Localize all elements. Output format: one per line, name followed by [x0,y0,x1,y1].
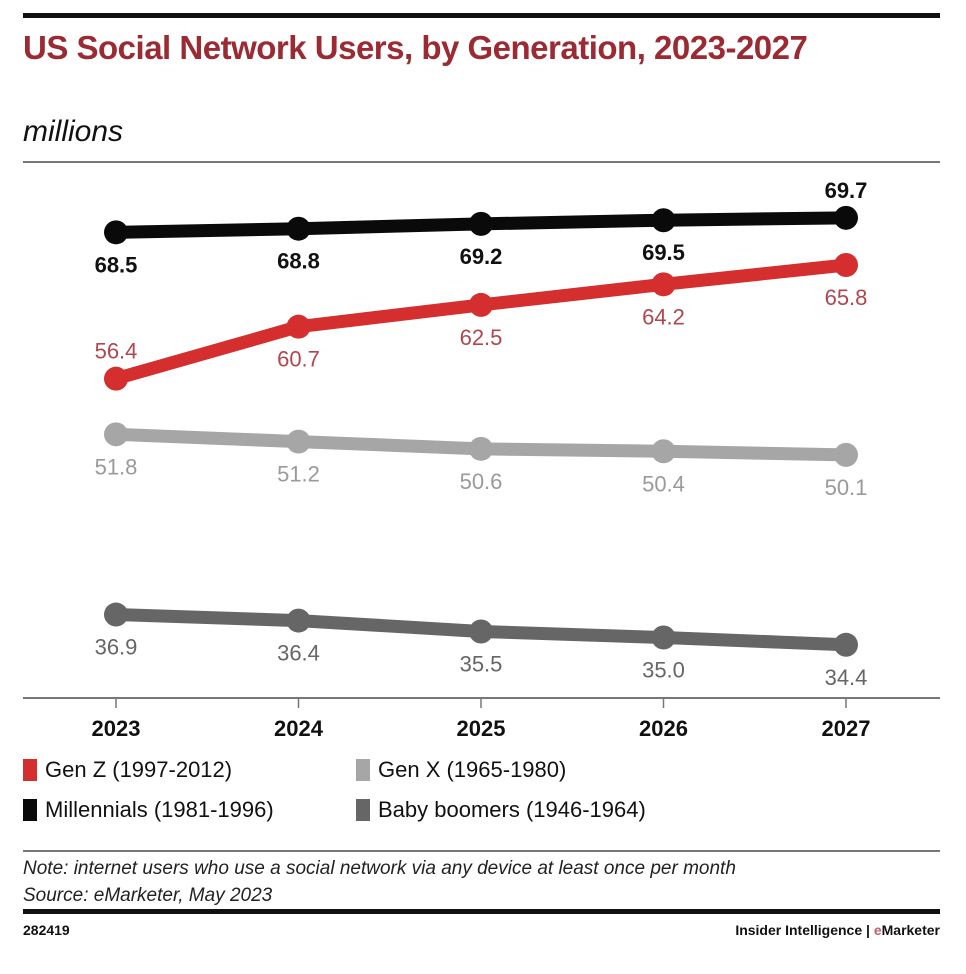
data-point-gen-x [651,439,676,464]
x-tick-label: 2023 [92,716,141,741]
data-label-gen-z: 60.7 [277,347,320,372]
data-point-millennials [651,208,676,233]
legend-item-gen-x: Gen X (1965-1980) [356,757,566,783]
legend-swatch-millennials [23,799,37,821]
data-label-millennials: 69.7 [825,178,868,203]
data-label-gen-z: 56.4 [95,339,138,364]
data-label-gen-x: 51.8 [95,454,138,479]
footnote: Note: internet users who use a social ne… [23,855,736,909]
data-label-millennials: 69.2 [460,244,503,269]
legend-item-millennials: Millennials (1981-1996) [23,797,274,823]
data-label-baby-boomers: 35.0 [642,658,685,683]
x-tick-label: 2025 [457,716,506,741]
legend-label-gen-x: Gen X (1965-1980) [378,757,567,782]
data-point-millennials [286,216,311,241]
note-text: Note: internet users who use a social ne… [23,858,736,879]
data-label-gen-x: 50.1 [825,475,868,500]
data-point-gen-z [286,314,311,339]
line-chart: 2023 2024 2025 2026 2027 56.4 60.7 62.5 64.2 65.8… [23,178,940,741]
x-tick-label: 2024 [274,716,324,741]
data-point-millennials [469,211,493,236]
data-label-millennials: 69.5 [642,240,685,265]
data-point-gen-x [286,429,311,454]
legend-item-gen-z: Gen Z (1997-2012) [23,757,232,783]
data-label-gen-x: 50.4 [642,471,685,496]
brand-e: e [873,922,882,938]
chart-id: 282419 [23,922,70,938]
legend-swatch-gen-x [356,759,370,781]
data-label-gen-z: 65.8 [825,285,868,310]
data-point-gen-z [834,252,858,277]
chart-title: US Social Network Users, by Generation, … [23,29,808,66]
legend-label-gen-z: Gen Z (1997-2012) [45,757,233,782]
data-point-gen-x [834,442,858,467]
data-point-millennials [104,220,128,245]
data-point-baby-boomers [286,608,311,633]
data-point-millennials [834,205,858,230]
data-point-gen-x [469,436,493,461]
data-point-gen-z [651,272,676,297]
data-label-baby-boomers: 35.5 [460,651,503,676]
data-label-gen-x: 50.6 [460,469,503,494]
brand-prefix: Insider Intelligence | [735,922,874,938]
legend-swatch-gen-z [23,759,37,781]
brand-credit: Insider Intelligence | eMarketer [735,922,940,938]
note-rule [23,850,940,852]
data-label-baby-boomers: 36.9 [95,635,138,660]
legend-item-baby-boomers: Baby boomers (1946-1964) [356,797,646,823]
data-point-baby-boomers [834,632,858,657]
bottom-rule [23,909,940,914]
data-label-gen-x: 51.2 [277,462,320,487]
data-point-gen-z [469,292,493,317]
legend-label-millennials: Millennials (1981-1996) [45,797,274,822]
data-label-baby-boomers: 34.4 [825,665,868,690]
source-text: Source: eMarketer, May 2023 [23,885,273,906]
data-point-baby-boomers [104,602,128,627]
subtitle-rule [23,161,940,163]
data-label-millennials: 68.5 [95,252,138,277]
legend-label-baby-boomers: Baby boomers (1946-1964) [378,797,646,822]
brand-rest: Marketer [881,922,940,938]
series-line-gen-z [109,258,853,386]
data-point-baby-boomers [469,619,493,644]
x-tick-label: 2026 [639,716,688,741]
data-label-millennials: 68.8 [277,249,320,274]
legend-swatch-baby-boomers [356,799,370,821]
data-point-gen-x [104,422,128,447]
data-label-gen-z: 64.2 [642,304,685,329]
x-tick-label: 2027 [822,716,871,741]
data-point-gen-z [104,366,128,391]
data-point-baby-boomers [651,625,676,650]
chart-subtitle: millions [23,115,124,148]
top-rule [23,13,940,18]
data-label-gen-z: 62.5 [460,325,503,350]
data-label-baby-boomers: 36.4 [277,641,320,666]
